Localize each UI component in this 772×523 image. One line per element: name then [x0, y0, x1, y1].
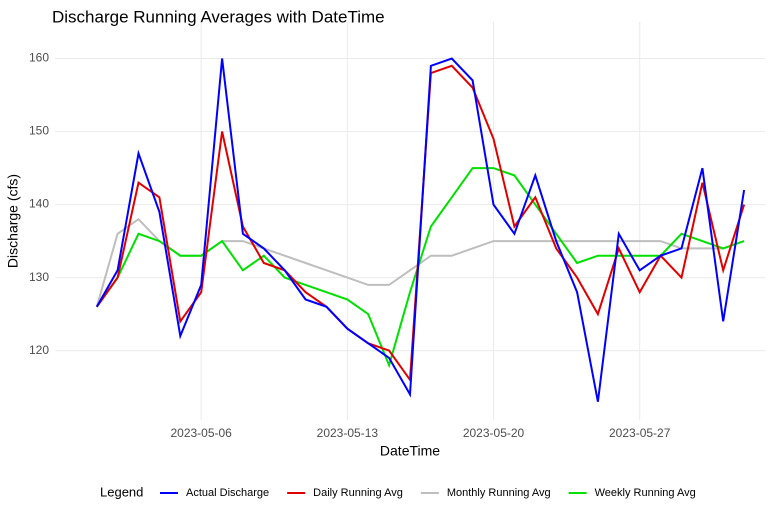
- legend-label: Weekly Running Avg: [595, 487, 696, 499]
- x-tick-label: 2023-05-27: [609, 426, 671, 440]
- y-tick-label: 160: [29, 51, 49, 65]
- chart-title: Discharge Running Averages with DateTime: [52, 7, 385, 26]
- legend-label: Daily Running Avg: [313, 487, 403, 499]
- y-tick-label: 140: [29, 197, 49, 211]
- x-tick-label: 2023-05-13: [317, 426, 379, 440]
- legend-title: Legend: [100, 484, 143, 499]
- series-line: [95, 57, 746, 402]
- y-tick-label: 120: [29, 343, 49, 357]
- x-tick-label: 2023-05-20: [463, 426, 525, 440]
- legend-label: Actual Discharge: [186, 487, 269, 499]
- legend-label: Monthly Running Avg: [447, 487, 551, 499]
- x-axis-title: DateTime: [380, 443, 440, 459]
- x-tick-label: 2023-05-06: [170, 426, 232, 440]
- y-axis-title: Discharge (cfs): [5, 174, 21, 268]
- series-line: [95, 167, 745, 369]
- y-tick-label: 150: [29, 124, 49, 138]
- y-tick-label: 130: [29, 270, 49, 284]
